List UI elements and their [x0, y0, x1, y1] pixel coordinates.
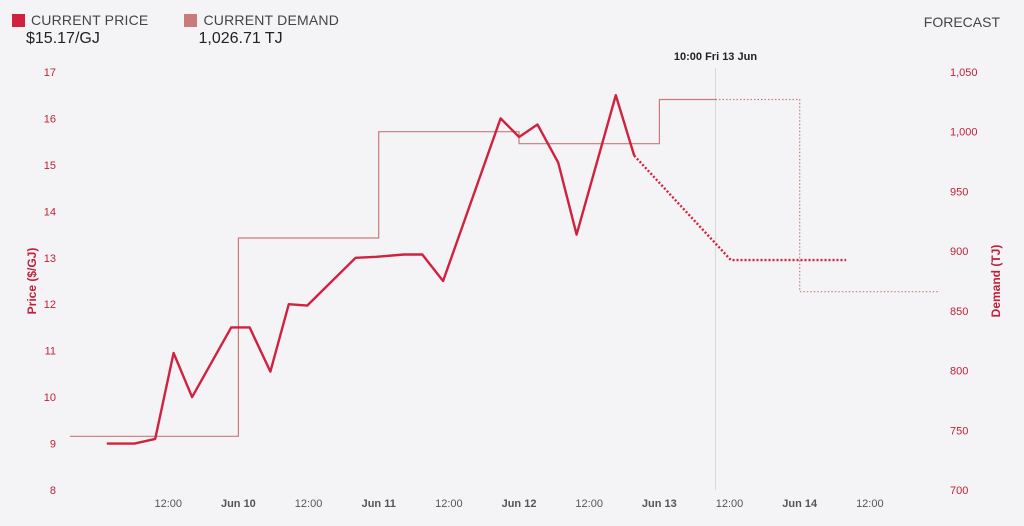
price-tick-label: 13 — [44, 253, 56, 265]
demand-tick-label: 850 — [950, 306, 968, 318]
demand-tick-label: 950 — [950, 186, 968, 198]
price-tick-label: 14 — [44, 206, 56, 218]
x-tick-label: Jun 12 — [502, 498, 537, 510]
price-tick-label: 10 — [44, 392, 56, 404]
x-tick-label: 12:00 — [154, 498, 182, 510]
x-tick-label: 12:00 — [295, 498, 323, 510]
demand-tick-label: 700 — [950, 485, 968, 497]
demand-tick-label: 750 — [950, 425, 968, 437]
x-tick-label: 12:00 — [435, 498, 463, 510]
demand-swatch — [184, 13, 198, 27]
x-tick-label: Jun 14 — [782, 498, 818, 510]
x-tick-label: Jun 13 — [642, 498, 677, 510]
legend: CURRENT PRICE $15.17/GJ CURRENT DEMAND 1… — [12, 12, 339, 48]
price-forecast-line — [633, 154, 847, 262]
price-series-line — [106, 94, 636, 445]
price-axis-title: Price ($/GJ) — [25, 248, 39, 315]
price-tick-label: 8 — [50, 485, 56, 497]
price-tick-label: 15 — [44, 160, 56, 172]
price-tick-label: 12 — [44, 299, 56, 311]
x-tick-label: 12:00 — [716, 498, 744, 510]
demand-tick-label: 900 — [950, 246, 968, 258]
demand-tick-label: 800 — [950, 366, 968, 378]
x-tick-label: 12:00 — [575, 498, 603, 510]
demand-axis-title: Demand (TJ) — [989, 245, 1003, 318]
x-tick-label: Jun 10 — [221, 498, 256, 510]
x-tick-label: 12:00 — [856, 498, 884, 510]
demand-tick-label: 1,050 — [950, 67, 978, 79]
price-tick-label: 11 — [45, 346, 56, 358]
price-tick-label: 17 — [44, 67, 56, 79]
legend-demand[interactable]: CURRENT DEMAND 1,026.71 TJ — [184, 12, 339, 48]
forecast-label: FORECAST — [923, 14, 1000, 30]
demand-series-line — [70, 98, 716, 437]
legend-price[interactable]: CURRENT PRICE $15.17/GJ — [12, 12, 148, 48]
price-tick-label: 16 — [44, 113, 56, 125]
demand-forecast-line — [715, 98, 940, 293]
x-tick-label: Jun 11 — [362, 498, 396, 510]
price-legend-label: CURRENT PRICE — [31, 12, 149, 28]
demand-legend-label: CURRENT DEMAND — [203, 12, 340, 28]
current-price-value: $15.17/GJ — [26, 30, 100, 47]
demand-tick-label: 1,000 — [950, 127, 978, 139]
price-swatch — [12, 13, 25, 27]
current-demand-value: 1,026.71 TJ — [198, 30, 283, 47]
price-tick-label: 9 — [50, 439, 56, 451]
current-time-label: 10:00 Fri 13 Jun — [674, 51, 757, 63]
